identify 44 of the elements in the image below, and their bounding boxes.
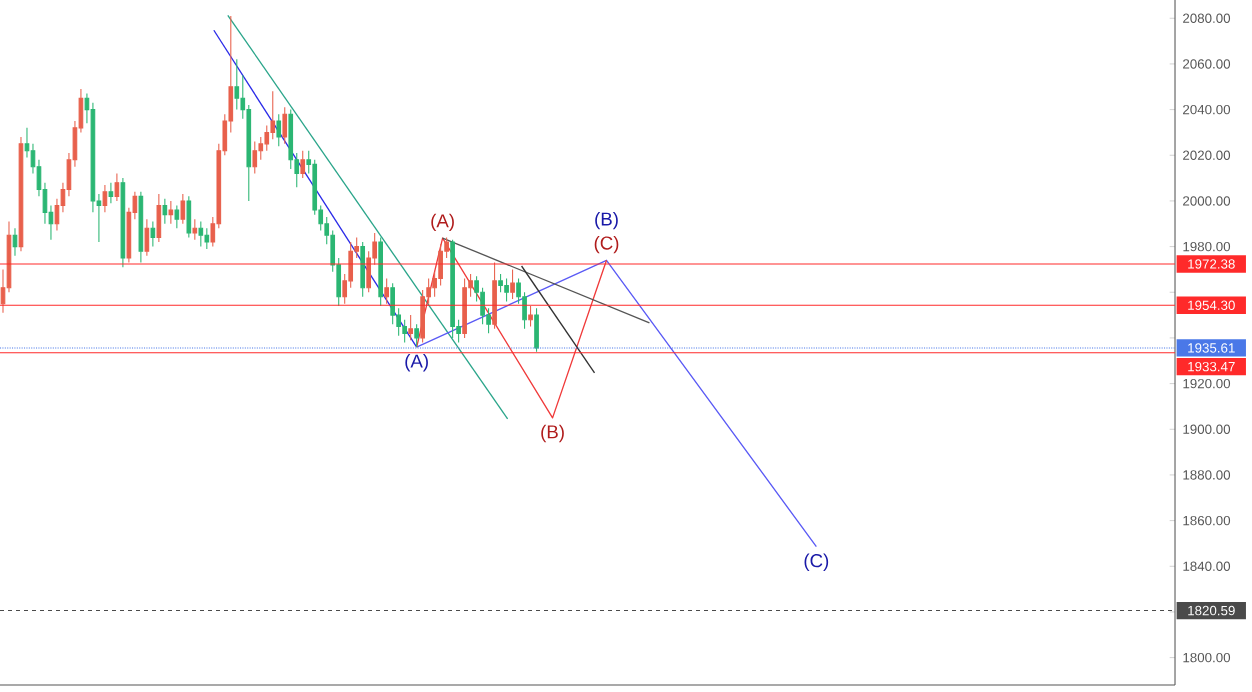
candlestick: [276, 113, 282, 147]
candlestick: [138, 191, 144, 264]
candlestick: [174, 204, 180, 229]
ref-line-label: 1954.30: [1188, 300, 1235, 310]
y-tick-label: 1880.00: [1183, 470, 1231, 480]
y-tick-label: 2060.00: [1183, 59, 1231, 69]
y-tick-label: 1860.00: [1183, 515, 1231, 526]
candlestick: [408, 314, 413, 341]
ref-line-label: 1933.47: [1188, 361, 1235, 372]
y-tick-label: 1920.00: [1183, 378, 1231, 389]
y-tick-label: 2000.00: [1183, 196, 1231, 206]
ref-line-label: 1935.61: [1188, 343, 1235, 353]
candlestick: [282, 106, 288, 145]
annotation: (C): [594, 235, 619, 254]
candlestick: [162, 198, 168, 225]
candlestick: [360, 241, 366, 298]
candlestick: [114, 172, 120, 202]
candlestick: [384, 278, 390, 305]
candlestick: [180, 193, 186, 225]
ref-line-label: 1972.38: [1188, 259, 1235, 269]
y-tick-label: 2020.00: [1183, 150, 1231, 160]
candlestick: [192, 218, 198, 241]
annotation: (A): [431, 213, 454, 232]
candlestick: [168, 200, 174, 225]
candlestick: [108, 182, 114, 204]
y-tick-label: 1900.00: [1183, 424, 1231, 434]
candlestick: [120, 177, 126, 268]
annotation: (C): [804, 553, 829, 571]
y-tick-label: 1980.00: [1183, 241, 1231, 252]
y-tick-label: 1800.00: [1183, 652, 1231, 663]
candlestick: [510, 268, 515, 300]
candlestick: [156, 193, 162, 243]
y-tick-label: 2080.00: [1183, 13, 1231, 23]
candlestick: [528, 305, 533, 328]
candlestick: [150, 220, 156, 248]
y-tick-label: 2040.00: [1183, 104, 1231, 115]
candlestick: [102, 184, 108, 213]
candlestick: [144, 218, 150, 257]
candlestick: [414, 323, 419, 348]
annotation: (B): [541, 424, 564, 443]
ref-line-label: 1820.59: [1188, 605, 1235, 616]
y-tick-label: 1840.00: [1183, 561, 1231, 571]
annotation: (B): [595, 211, 618, 230]
annotation: (A): [405, 353, 428, 372]
